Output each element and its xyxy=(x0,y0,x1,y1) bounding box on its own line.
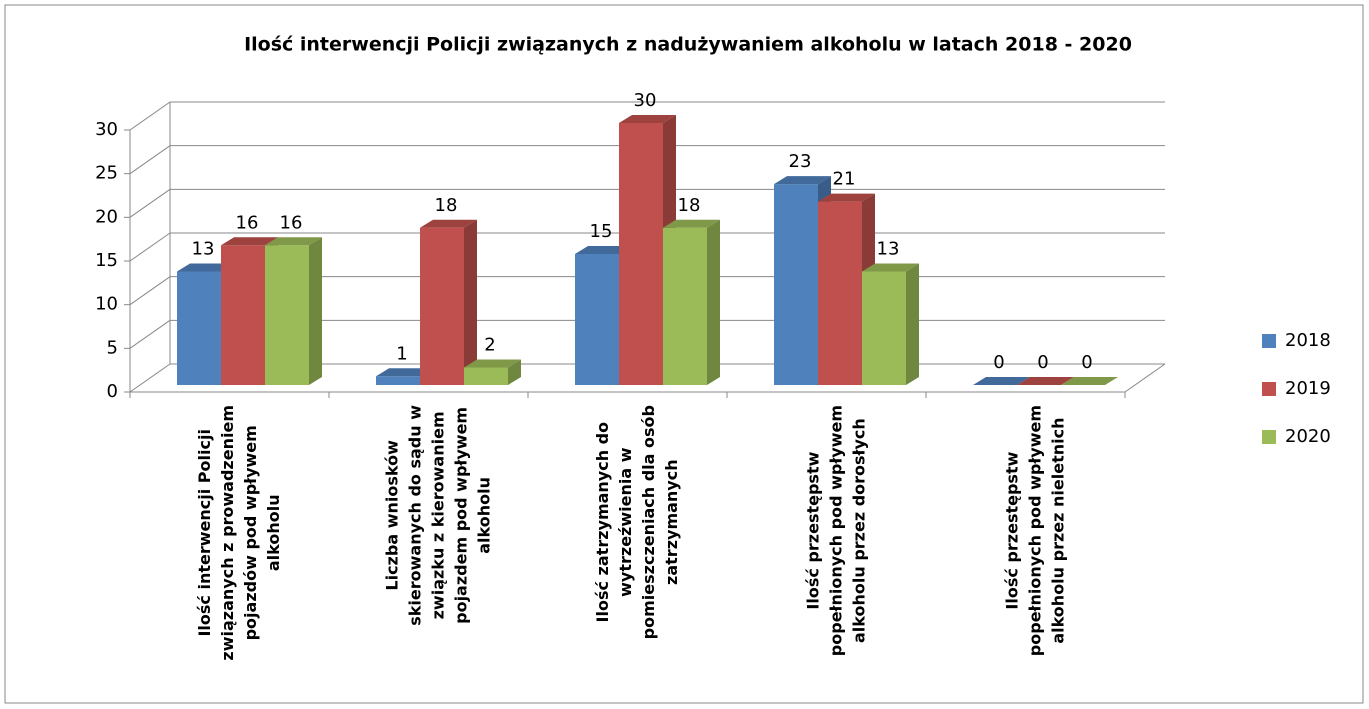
legend-swatch xyxy=(1262,382,1276,396)
bar-face xyxy=(973,377,1030,385)
bar xyxy=(464,359,521,385)
bar-face xyxy=(862,263,919,272)
bar-face xyxy=(906,263,919,385)
bar-face xyxy=(1017,377,1074,385)
data-label: 2 xyxy=(484,335,495,356)
bar-face xyxy=(707,219,720,385)
legend-swatch xyxy=(1262,430,1276,444)
data-label: 0 xyxy=(1081,352,1092,373)
data-label: 16 xyxy=(280,212,303,233)
y-tick-label: 25 xyxy=(95,163,118,184)
data-label: 30 xyxy=(634,90,657,111)
bar xyxy=(973,377,1030,385)
grid-line xyxy=(129,276,171,306)
bar xyxy=(862,263,919,385)
bar-face xyxy=(508,359,521,385)
bar-face xyxy=(177,271,221,385)
bar xyxy=(265,237,322,385)
legend-swatch xyxy=(1262,334,1276,348)
bar-face xyxy=(265,245,309,385)
x-tick-label: Ilość zatrzymanych do wytrzeźwienia w pomi… xyxy=(593,405,681,639)
bar-face xyxy=(464,359,521,368)
bar-face xyxy=(619,123,663,385)
bar-face xyxy=(221,245,265,385)
y-tick-label: 20 xyxy=(95,206,118,227)
bar-face xyxy=(420,219,477,228)
legend-label: 2019 xyxy=(1285,378,1331,399)
bar-face xyxy=(619,115,676,123)
bar-face xyxy=(575,246,632,254)
data-label: 16 xyxy=(236,212,259,233)
bar-face xyxy=(265,237,322,246)
bar-face xyxy=(309,237,322,385)
legend-label: 2018 xyxy=(1285,330,1331,351)
data-label: 0 xyxy=(993,352,1004,373)
y-tick-label: 30 xyxy=(95,119,118,140)
bar-face xyxy=(774,176,831,185)
bar xyxy=(420,219,477,385)
data-label: 21 xyxy=(833,169,856,190)
grid-line xyxy=(129,319,171,349)
x-tick-label: Ilość przestępstw popełnionych pod wpływe… xyxy=(803,405,868,656)
data-label: 18 xyxy=(435,195,458,216)
grid-line xyxy=(129,145,171,175)
data-label: 13 xyxy=(877,238,900,259)
x-tick-label: Liczba wniosków skierowanych do sądu w zwi… xyxy=(382,405,493,626)
chart-title: Ilość interwencji Policji związanych z n… xyxy=(244,34,1132,56)
bar-face xyxy=(376,368,433,377)
bar xyxy=(663,219,720,385)
bar-face xyxy=(464,219,477,385)
data-label: 0 xyxy=(1037,352,1048,373)
legend-label: 2020 xyxy=(1285,426,1331,447)
bar-face xyxy=(420,227,464,385)
bar-face xyxy=(663,227,707,385)
bar-face xyxy=(774,184,818,385)
bar-face xyxy=(818,193,875,202)
grid-line xyxy=(129,188,171,218)
x-tick-label: Ilość przestępstw popełnionych pod wpływe… xyxy=(1002,405,1067,656)
grid-line xyxy=(129,101,171,131)
grid-line xyxy=(129,363,171,393)
bar-face xyxy=(177,263,234,272)
y-tick-label: 15 xyxy=(95,250,118,271)
data-label: 13 xyxy=(192,238,215,259)
grid-line xyxy=(129,232,171,262)
x-tick-label: Ilość interwencji Policji związanych z pr… xyxy=(195,405,283,661)
bar-face xyxy=(663,219,720,228)
data-label: 18 xyxy=(678,195,701,216)
bar-face xyxy=(818,201,862,385)
bar xyxy=(1017,377,1074,385)
bar-face xyxy=(221,237,278,246)
y-tick-label: 5 xyxy=(107,337,118,358)
y-tick-label: 0 xyxy=(107,381,118,402)
bar-face xyxy=(464,367,508,385)
data-label: 23 xyxy=(789,151,812,172)
y-tick-label: 10 xyxy=(95,294,118,315)
data-label: 15 xyxy=(590,221,613,242)
bar-face xyxy=(1061,377,1118,385)
bar-face xyxy=(575,254,619,385)
data-label: 1 xyxy=(396,343,407,364)
bar xyxy=(1061,377,1118,385)
bar-face xyxy=(376,376,420,385)
bar-face xyxy=(862,271,906,385)
floor-line xyxy=(1124,363,1166,393)
